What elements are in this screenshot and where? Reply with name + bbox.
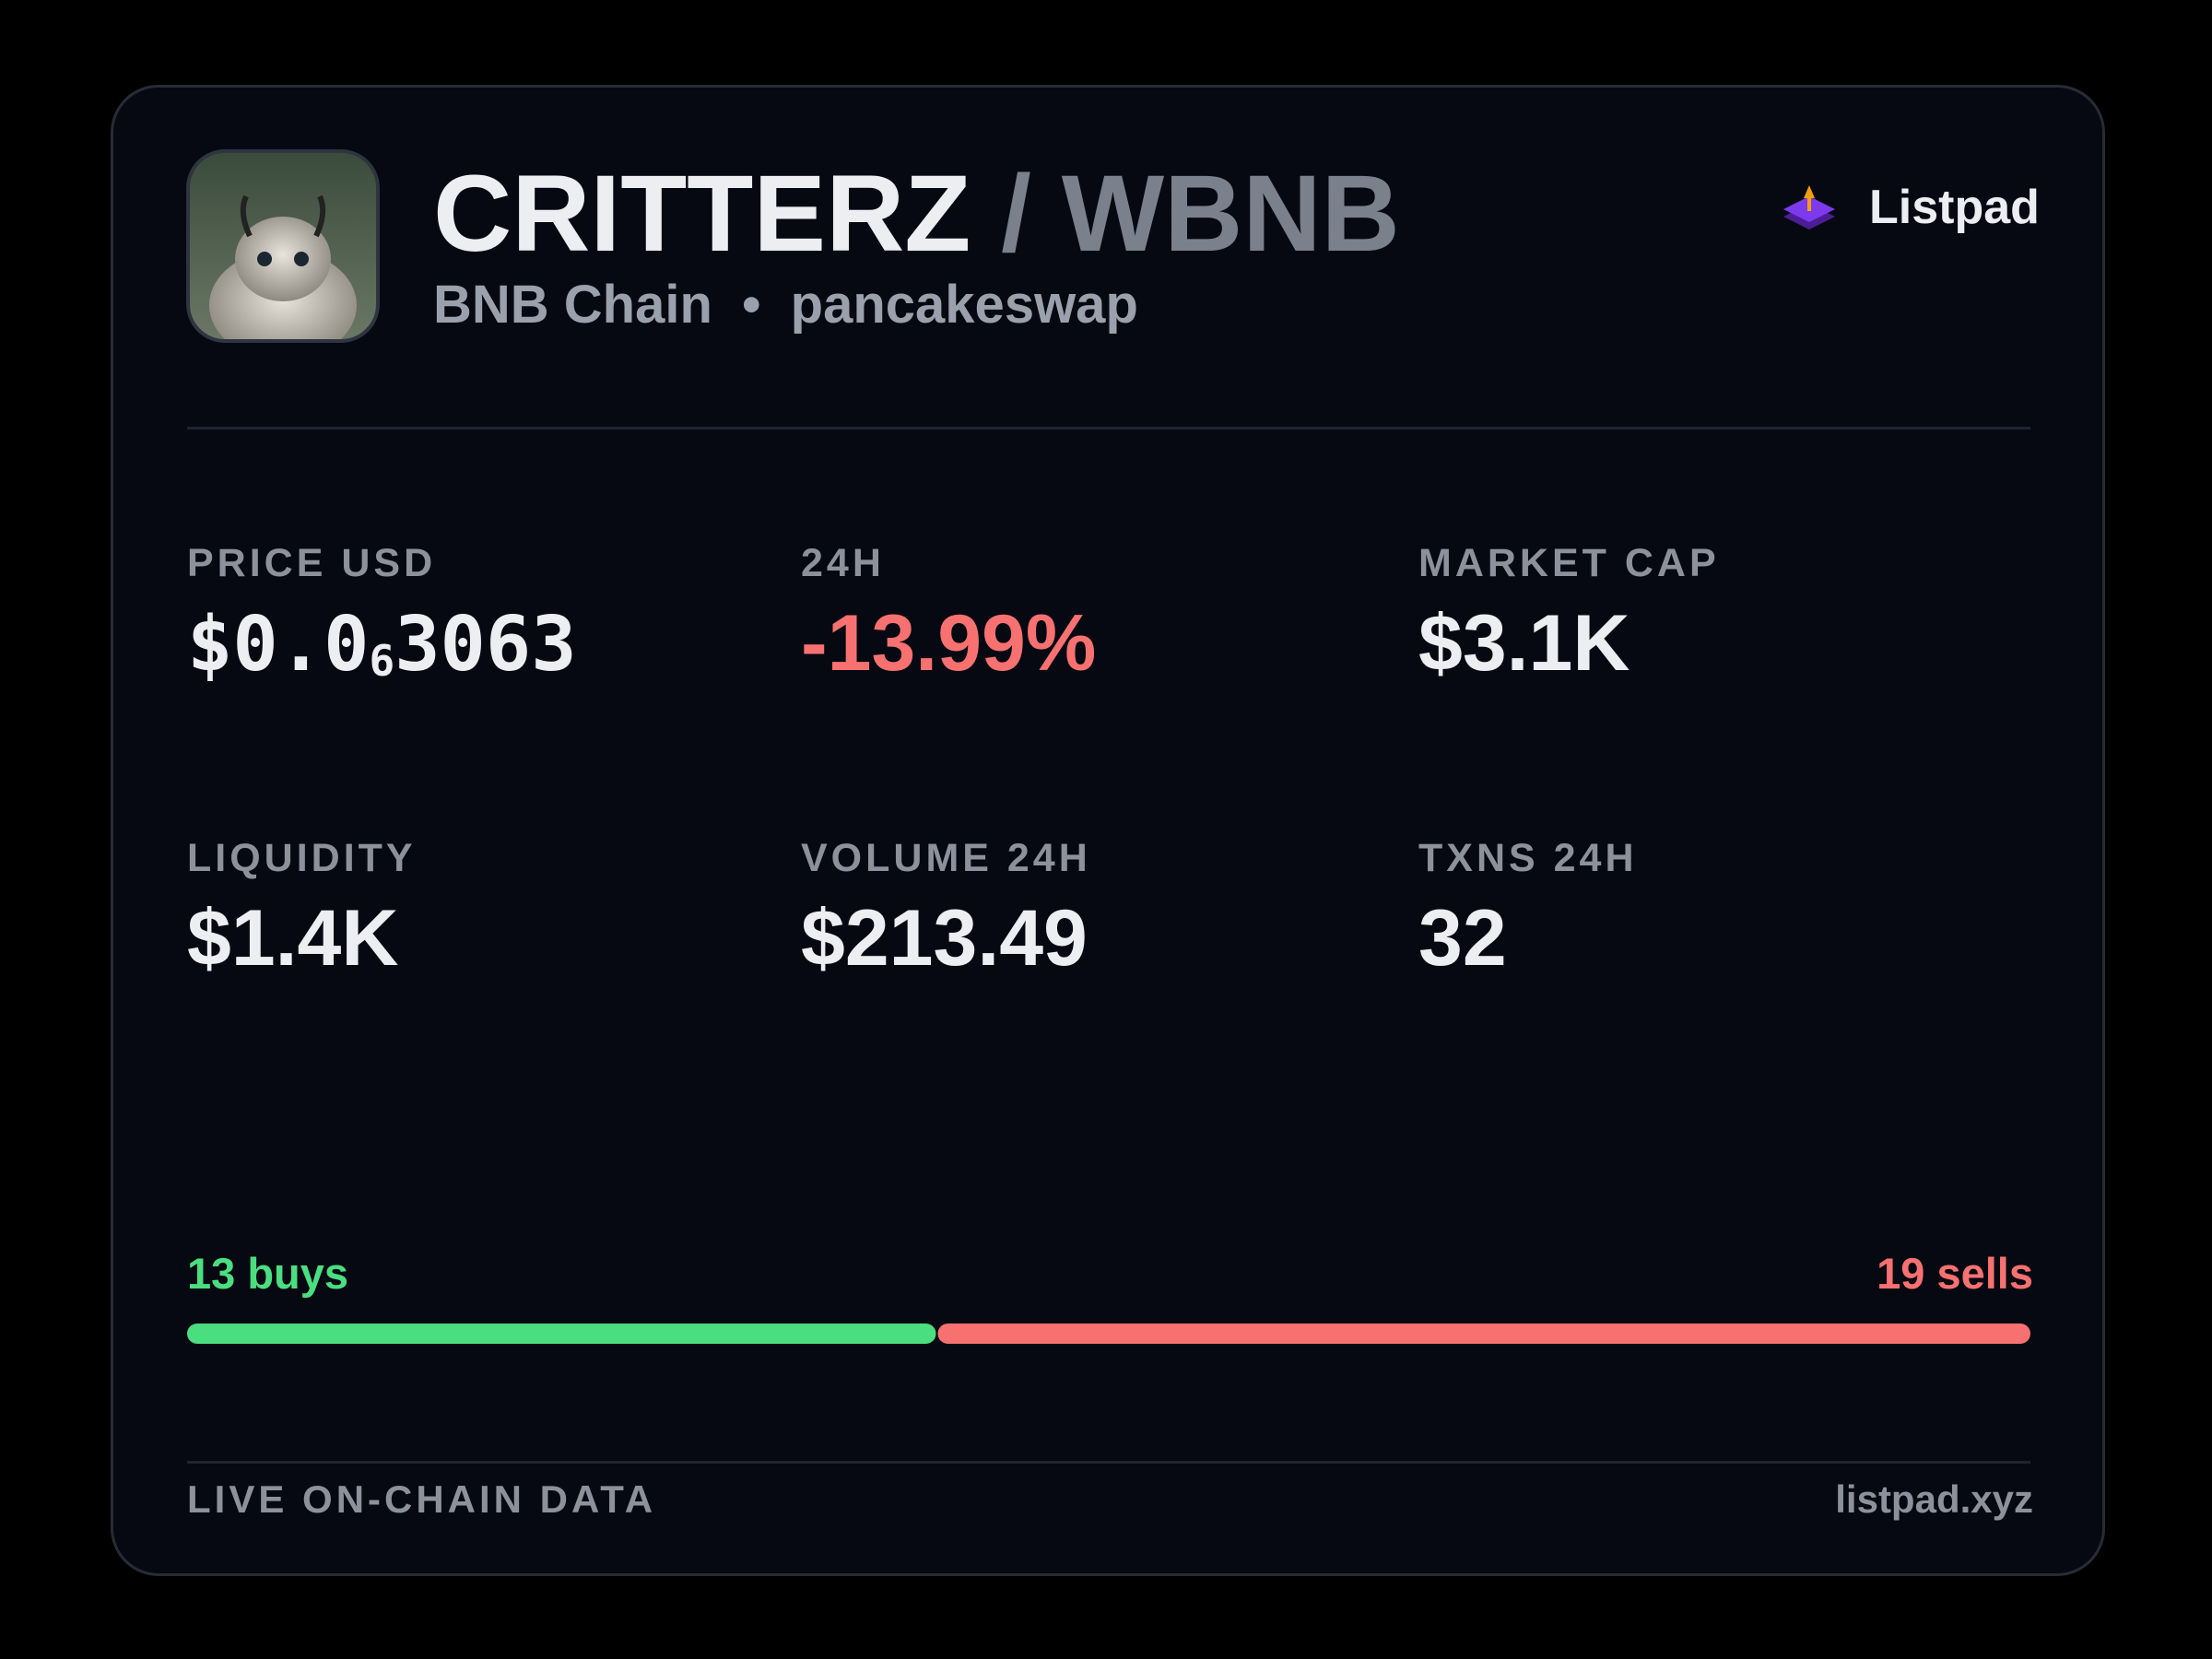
token-card: CRITTERZ / WBNB BNB Chain • pancakeswap … [111,85,2105,1576]
divider [187,427,2030,429]
sells-bar [937,1324,2030,1344]
stat-label: 24H [801,541,885,585]
stat-value: $0.063063 [187,607,577,683]
chain: BNB Chain [433,275,712,335]
dex: pancakeswap [790,275,1138,335]
token-logo [186,149,380,343]
base-symbol: CRITTERZ [433,153,971,275]
brand-icon [1783,185,1835,229]
footer-note: LIVE ON-CHAIN DATA [187,1477,657,1521]
footer-link: listpad.xyz [1835,1477,2033,1521]
buys-label: 13 buys [187,1249,349,1298]
quote-symbol: WBNB [1061,153,1400,275]
stat-label: MARKET CAP [1418,541,1720,585]
pair-title: CRITTERZ / WBNB [433,159,1400,268]
divider [187,1461,2030,1464]
stat-value: $3.1K [1418,599,1630,688]
buys-bar [187,1324,936,1344]
separator: / [1001,153,1031,275]
stat-value: 32 [1418,894,1507,982]
brand-name: Listpad [1869,181,2040,234]
dot: • [742,275,761,335]
sells-label: 19 sells [1877,1249,2033,1298]
price-prefix: $0.0 [187,601,370,688]
stat-value: $213.49 [801,894,1088,982]
pair-subtitle: BNB Chain • pancakeswap [433,278,1138,332]
price-subscript: 6 [369,636,395,686]
stat-label: VOLUME 24H [801,836,1091,880]
price-digits: 3063 [394,601,577,688]
stat-label: LIQUIDITY [187,836,417,880]
stat-value: $1.4K [187,894,399,982]
stat-label: TXNS 24H [1418,836,1638,880]
stat-label: PRICE USD [187,541,437,585]
stat-value: -13.99% [801,599,1097,688]
trade-bar [187,1324,2030,1344]
